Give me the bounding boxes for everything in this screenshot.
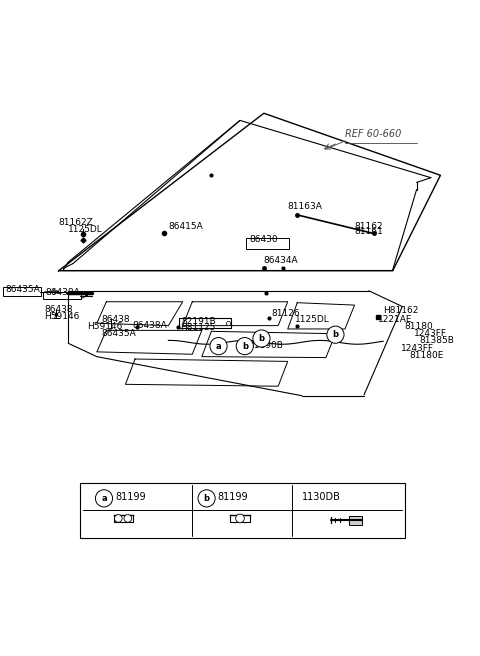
Text: 86438A: 86438A xyxy=(45,289,80,297)
Text: 86438A: 86438A xyxy=(132,321,168,330)
Text: 81190B: 81190B xyxy=(249,341,284,350)
FancyBboxPatch shape xyxy=(180,318,231,328)
Circle shape xyxy=(115,514,122,522)
Text: H81125: H81125 xyxy=(180,323,216,332)
Text: 81385B: 81385B xyxy=(419,336,454,345)
Circle shape xyxy=(327,326,344,343)
Text: 1125DL: 1125DL xyxy=(295,315,330,324)
Text: a: a xyxy=(216,342,221,351)
Text: 1125DL: 1125DL xyxy=(68,226,103,234)
Text: 1221AE: 1221AE xyxy=(378,315,413,324)
Circle shape xyxy=(96,490,113,507)
FancyBboxPatch shape xyxy=(349,516,362,525)
Circle shape xyxy=(236,338,253,355)
Text: 82191B: 82191B xyxy=(182,317,216,326)
Text: H59146: H59146 xyxy=(44,312,80,321)
Text: 86435A: 86435A xyxy=(102,329,136,338)
FancyBboxPatch shape xyxy=(3,287,40,296)
Circle shape xyxy=(253,330,270,347)
Text: 1243FF: 1243FF xyxy=(401,344,434,354)
Text: 1130DB: 1130DB xyxy=(302,492,341,502)
Text: 81161: 81161 xyxy=(355,227,384,236)
Text: 81180: 81180 xyxy=(405,322,433,331)
Text: 81199: 81199 xyxy=(217,492,248,502)
Text: 1243FF: 1243FF xyxy=(414,329,447,338)
Text: b: b xyxy=(258,334,264,343)
Text: 86415A: 86415A xyxy=(168,222,203,231)
Text: H81162: H81162 xyxy=(383,306,419,315)
Circle shape xyxy=(198,490,215,507)
Text: b: b xyxy=(242,342,248,351)
FancyBboxPatch shape xyxy=(80,483,405,538)
Text: 81163A: 81163A xyxy=(288,202,323,211)
Circle shape xyxy=(124,514,132,522)
Text: 86438: 86438 xyxy=(102,315,130,324)
Text: 86434A: 86434A xyxy=(264,256,299,264)
Text: 86435A: 86435A xyxy=(5,285,40,294)
Text: b: b xyxy=(204,494,210,503)
Text: H59146: H59146 xyxy=(87,322,123,331)
Text: b: b xyxy=(333,330,338,339)
Text: REF 60-660: REF 60-660 xyxy=(345,129,401,140)
Text: 86438: 86438 xyxy=(44,304,73,314)
Text: 81162Z: 81162Z xyxy=(59,218,94,227)
FancyBboxPatch shape xyxy=(43,292,81,299)
Text: 81180E: 81180E xyxy=(409,351,444,360)
Text: 81162: 81162 xyxy=(355,222,383,231)
Text: 86430: 86430 xyxy=(250,235,278,244)
Text: 81199: 81199 xyxy=(115,492,145,502)
Circle shape xyxy=(210,338,227,355)
Text: 81126: 81126 xyxy=(271,310,300,318)
Text: a: a xyxy=(101,494,107,503)
Circle shape xyxy=(236,514,244,523)
